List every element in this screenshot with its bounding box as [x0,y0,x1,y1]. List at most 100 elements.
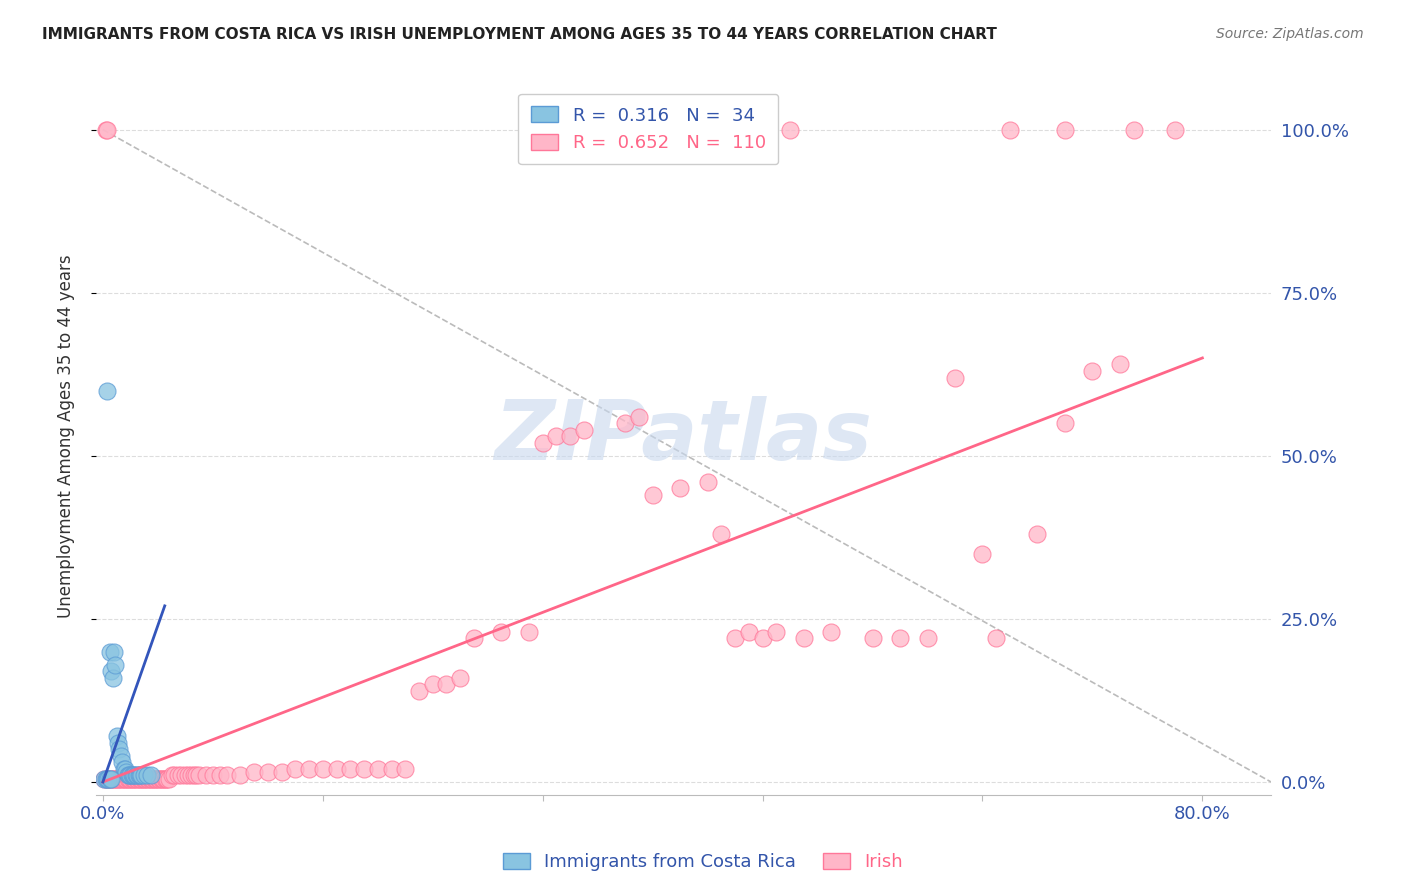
Point [96,384,118,398]
Point [100,772,122,786]
Point [1081,364,1104,378]
Point [449,671,471,685]
Point [738,624,761,639]
Point [820,624,842,639]
Point [142,772,165,786]
Point [751,632,773,646]
Point [94,122,117,136]
Point [353,762,375,776]
Point [132,772,155,786]
Point [546,429,568,443]
Point [111,756,134,770]
Point [124,768,146,782]
Point [97,772,120,786]
Point [751,122,773,136]
Point [149,772,172,786]
Point [641,488,664,502]
Point [779,122,801,136]
Point [180,768,202,782]
Point [724,632,747,646]
Point [284,762,307,776]
Legend: Immigrants from Costa Rica, Irish: Immigrants from Costa Rica, Irish [495,846,911,879]
Point [135,768,157,782]
Point [862,632,884,646]
Point [436,677,458,691]
Point [128,772,150,786]
Point [105,730,128,744]
Point [98,644,121,658]
Point [101,671,124,685]
Point [115,765,138,780]
Point [1026,527,1049,541]
Point [120,772,142,786]
Point [103,772,125,786]
Point [157,772,180,786]
Point [339,762,361,776]
Point [972,547,994,561]
Point [163,768,186,782]
Point [125,772,148,786]
Point [560,429,582,443]
Point [103,644,125,658]
Point [148,772,170,786]
Point [998,122,1021,136]
Point [765,624,787,639]
Point [127,772,149,786]
Point [141,772,163,786]
Point [986,632,1008,646]
Point [146,772,169,786]
Point [572,423,595,437]
Point [108,772,131,786]
Point [117,772,139,786]
Point [186,768,208,782]
Point [531,435,554,450]
Point [121,772,143,786]
Point [312,762,335,776]
Point [177,768,200,782]
Point [98,772,121,786]
Point [153,772,176,786]
Point [117,768,139,782]
Point [174,768,197,782]
Point [127,768,149,782]
Point [145,772,167,786]
Point [150,772,173,786]
Point [139,772,162,786]
Point [170,768,193,782]
Point [201,768,224,782]
Point [627,409,650,424]
Point [118,772,141,786]
Point [115,772,138,786]
Point [422,677,444,691]
Point [298,762,321,776]
Point [136,772,159,786]
Point [139,768,162,782]
Point [367,762,389,776]
Point [167,768,190,782]
Point [94,772,117,786]
Point [122,772,145,786]
Point [124,772,146,786]
Point [463,632,485,646]
Point [134,772,156,786]
Point [129,768,152,782]
Point [614,416,637,430]
Point [108,742,131,756]
Point [160,768,183,782]
Point [107,772,129,786]
Point [943,370,966,384]
Point [183,768,205,782]
Point [517,624,540,639]
Point [96,772,118,786]
Point [98,772,121,786]
Point [122,768,145,782]
Point [194,768,217,782]
Point [138,772,160,786]
Point [229,768,252,782]
Point [110,748,132,763]
Point [125,768,148,782]
Point [112,762,135,776]
Point [1109,358,1132,372]
Point [156,772,179,786]
Point [215,768,238,782]
